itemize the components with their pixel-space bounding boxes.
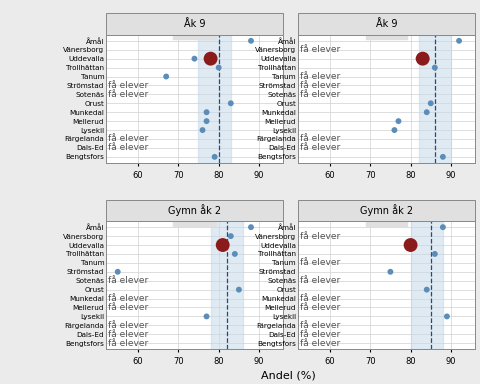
Text: få elever: få elever — [108, 90, 148, 99]
Point — [219, 242, 227, 248]
Point — [439, 154, 447, 160]
Text: få elever: få elever — [300, 303, 340, 312]
Bar — [410, 221, 443, 349]
Text: få elever: få elever — [300, 321, 340, 330]
Text: få elever: få elever — [300, 294, 340, 303]
Point — [114, 269, 121, 275]
Point — [227, 100, 235, 106]
Text: få elever: få elever — [300, 232, 340, 241]
Text: Gymn åk 2: Gymn åk 2 — [168, 204, 221, 216]
Text: få elever: få elever — [108, 339, 148, 348]
Point — [199, 127, 206, 133]
Text: få elever: få elever — [300, 339, 340, 348]
Text: få elever: få elever — [300, 72, 340, 81]
Point — [423, 109, 431, 115]
Point — [235, 286, 243, 293]
Point — [439, 224, 447, 230]
Point — [247, 38, 255, 44]
Point — [427, 100, 434, 106]
Point — [203, 109, 210, 115]
Point — [443, 313, 451, 319]
Point — [395, 118, 402, 124]
Text: få elever: få elever — [300, 258, 340, 267]
Point — [207, 56, 215, 62]
Text: få elever: få elever — [108, 134, 148, 144]
Point — [419, 56, 427, 62]
Point — [227, 233, 235, 239]
Bar — [211, 221, 243, 349]
Point — [219, 242, 227, 248]
Text: få elever: få elever — [300, 134, 340, 144]
Text: få elever: få elever — [300, 330, 340, 339]
Point — [455, 38, 463, 44]
Text: få elever: få elever — [108, 321, 148, 330]
Point — [407, 242, 414, 248]
Point — [162, 73, 170, 79]
Text: få elever: få elever — [108, 330, 148, 339]
Text: Åk 9: Åk 9 — [376, 19, 397, 29]
Text: få elever: få elever — [300, 143, 340, 152]
Point — [191, 56, 198, 62]
Point — [247, 224, 255, 230]
Text: få elever: få elever — [108, 81, 148, 90]
Text: få elever: få elever — [108, 143, 148, 152]
Text: få elever: få elever — [300, 81, 340, 90]
Title: Pojkar: Pojkar — [372, 24, 401, 34]
Text: Åk 9: Åk 9 — [184, 19, 205, 29]
Text: få elever: få elever — [300, 276, 340, 285]
Bar — [419, 35, 451, 163]
Text: Andel (%): Andel (%) — [261, 370, 315, 380]
Text: få elever: få elever — [300, 45, 340, 54]
Title: Flickor: Flickor — [179, 210, 210, 220]
Title: Flickor: Flickor — [179, 24, 210, 34]
Text: få elever: få elever — [108, 294, 148, 303]
Point — [203, 118, 210, 124]
Bar — [199, 35, 231, 163]
Point — [203, 313, 210, 319]
Text: få elever: få elever — [108, 303, 148, 312]
Point — [386, 269, 394, 275]
Point — [431, 251, 439, 257]
Text: Gymn åk 2: Gymn åk 2 — [360, 204, 413, 216]
Point — [391, 127, 398, 133]
Text: få elever: få elever — [108, 276, 148, 285]
Point — [211, 154, 218, 160]
Point — [431, 65, 439, 71]
Point — [215, 65, 223, 71]
Point — [423, 286, 431, 293]
Point — [415, 56, 422, 62]
Text: få elever: få elever — [300, 90, 340, 99]
Point — [407, 242, 414, 248]
Point — [231, 251, 239, 257]
Title: Pojkar: Pojkar — [372, 210, 401, 220]
